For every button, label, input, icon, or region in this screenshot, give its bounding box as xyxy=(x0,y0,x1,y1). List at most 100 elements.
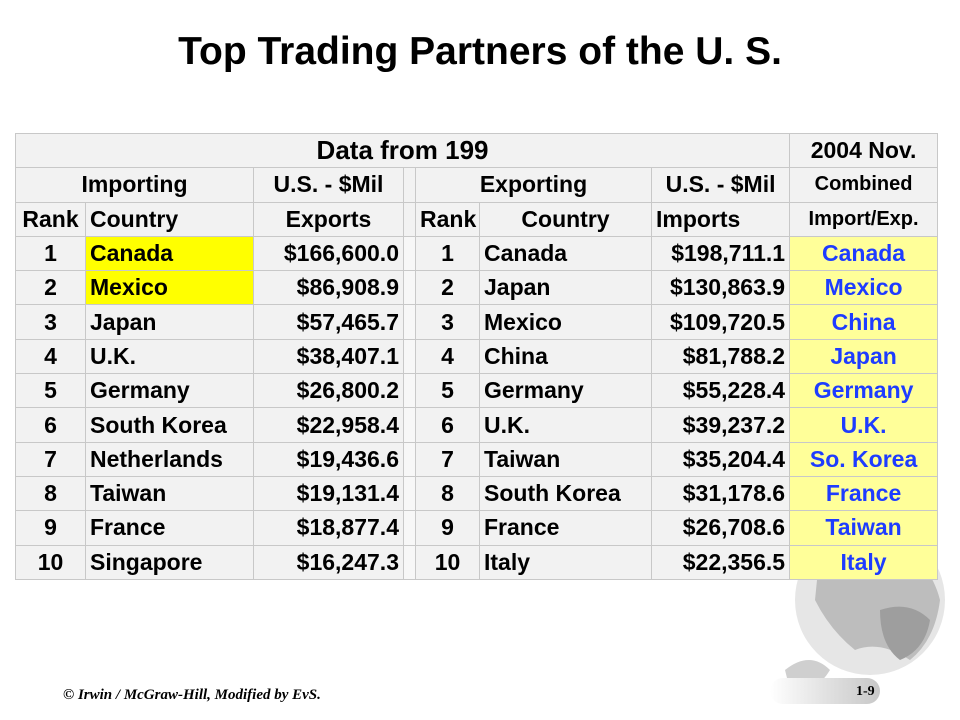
exports-header: Exports xyxy=(253,201,404,237)
export-country-cell: Japan xyxy=(479,270,652,306)
imports-cell: $109,720.5 xyxy=(650,304,791,340)
column-separator xyxy=(403,544,416,581)
rank-cell: 1 xyxy=(15,235,86,272)
rank-cell: 10 xyxy=(15,544,86,581)
rank-cell: 8 xyxy=(15,475,86,512)
imports-cell: $130,863.9 xyxy=(650,270,791,306)
rank-cell: 8 xyxy=(415,475,480,512)
data-from-label: Data from 199 xyxy=(14,132,791,169)
rank-cell: 6 xyxy=(415,407,480,443)
column-separator xyxy=(403,270,416,306)
combined-country-cell: China xyxy=(789,304,939,340)
column-separator xyxy=(403,510,416,546)
import-country-cell: France xyxy=(85,510,254,546)
header-row-1: Data from 199 2004 Nov. xyxy=(14,132,939,169)
export-country-cell: Italy xyxy=(479,544,652,581)
import-country-cell: Canada xyxy=(85,235,254,272)
exports-cell: $19,131.4 xyxy=(253,475,404,512)
column-separator xyxy=(403,235,416,272)
exports-cell: $16,247.3 xyxy=(253,544,404,581)
imports-header: Imports xyxy=(650,201,791,237)
import-country-cell: Netherlands xyxy=(85,441,254,477)
exports-cell: $86,908.9 xyxy=(253,270,404,306)
header-row-2: Importing U.S. - $Mil Exporting U.S. - $… xyxy=(15,167,939,203)
imports-cell: $31,178.6 xyxy=(650,475,791,512)
imports-cell: $81,788.2 xyxy=(650,338,791,375)
table-row: 10 Singapore $16,247.3 10 Italy $22,356.… xyxy=(15,544,939,581)
combined-country-cell: So. Korea xyxy=(789,441,939,477)
combined-country-cell: Taiwan xyxy=(789,510,939,546)
column-separator xyxy=(403,475,416,512)
table-row: 7 Netherlands $19,436.6 7 Taiwan $35,204… xyxy=(15,441,939,477)
column-separator xyxy=(403,201,416,237)
exporting-header: Exporting xyxy=(415,167,652,203)
column-separator xyxy=(403,373,416,409)
table-row: 2 Mexico $86,908.9 2 Japan $130,863.9 Me… xyxy=(15,270,939,306)
exports-cell: $22,958.4 xyxy=(253,407,404,443)
page-number-bar xyxy=(770,678,880,704)
combined-country-cell: Japan xyxy=(789,338,939,375)
rank-cell: 4 xyxy=(415,338,480,375)
exports-cell: $57,465.7 xyxy=(253,304,404,340)
export-country-cell: Mexico xyxy=(479,304,652,340)
export-country-cell: Germany xyxy=(479,373,652,409)
column-separator xyxy=(403,167,416,203)
footer-credit: © Irwin / McGraw-Hill, Modified by EvS. xyxy=(63,687,321,703)
import-country-cell: U.K. xyxy=(85,338,254,375)
export-country-cell: South Korea xyxy=(479,475,652,512)
export-country-cell: Canada xyxy=(479,235,652,272)
rank-cell: 4 xyxy=(15,338,86,375)
year-label: 2004 Nov. xyxy=(789,132,939,169)
rank-header-1: Rank xyxy=(15,201,86,237)
us-mil-header-1: U.S. - $Mil xyxy=(253,167,404,203)
country-header-1: Country xyxy=(85,201,254,237)
rank-cell: 3 xyxy=(415,304,480,340)
import-country-cell: Germany xyxy=(85,373,254,409)
import-exp-header: Import/Exp. xyxy=(789,201,939,237)
exports-cell: $18,877.4 xyxy=(253,510,404,546)
country-header-2: Country xyxy=(479,201,652,237)
combined-country-cell: U.K. xyxy=(789,407,939,443)
export-country-cell: Taiwan xyxy=(479,441,652,477)
rank-cell: 9 xyxy=(15,510,86,546)
exports-cell: $166,600.0 xyxy=(253,235,404,272)
rank-cell: 2 xyxy=(415,270,480,306)
table-row: 9 France $18,877.4 9 France $26,708.6 Ta… xyxy=(15,510,939,546)
combined-country-cell: Canada xyxy=(789,235,939,272)
import-country-cell: Mexico xyxy=(85,270,254,306)
importing-header: Importing xyxy=(15,167,254,203)
combined-header: Combined xyxy=(789,167,939,203)
combined-country-cell: Italy xyxy=(789,544,939,581)
column-separator xyxy=(403,441,416,477)
combined-country-cell: Mexico xyxy=(789,270,939,306)
column-separator xyxy=(403,338,416,375)
exports-cell: $26,800.2 xyxy=(253,373,404,409)
exports-cell: $19,436.6 xyxy=(253,441,404,477)
rank-cell: 7 xyxy=(415,441,480,477)
rank-cell: 7 xyxy=(15,441,86,477)
rank-cell: 3 xyxy=(15,304,86,340)
imports-cell: $35,204.4 xyxy=(650,441,791,477)
imports-cell: $55,228.4 xyxy=(650,373,791,409)
imports-cell: $26,708.6 xyxy=(650,510,791,546)
table-row: 1 Canada $166,600.0 1 Canada $198,711.1 … xyxy=(15,235,939,272)
column-separator xyxy=(403,304,416,340)
header-row-3: Rank Country Exports Rank Country Import… xyxy=(15,201,939,237)
trading-partners-table: Data from 199 2004 Nov. Importing U.S. -… xyxy=(14,132,939,581)
export-country-cell: France xyxy=(479,510,652,546)
rank-cell: 6 xyxy=(15,407,86,443)
rank-header-2: Rank xyxy=(415,201,480,237)
exports-cell: $38,407.1 xyxy=(253,338,404,375)
page-number: 1-9 xyxy=(856,684,875,699)
import-country-cell: South Korea xyxy=(85,407,254,443)
table-row: 6 South Korea $22,958.4 6 U.K. $39,237.2… xyxy=(15,407,939,443)
export-country-cell: U.K. xyxy=(479,407,652,443)
rank-cell: 5 xyxy=(415,373,480,409)
combined-country-cell: France xyxy=(789,475,939,512)
slide-title: Top Trading Partners of the U. S. xyxy=(178,30,782,73)
column-separator xyxy=(403,407,416,443)
table-row: 8 Taiwan $19,131.4 8 South Korea $31,178… xyxy=(15,475,939,512)
combined-country-cell: Germany xyxy=(789,373,939,409)
table-row: 5 Germany $26,800.2 5 Germany $55,228.4 … xyxy=(15,373,939,409)
imports-cell: $39,237.2 xyxy=(650,407,791,443)
